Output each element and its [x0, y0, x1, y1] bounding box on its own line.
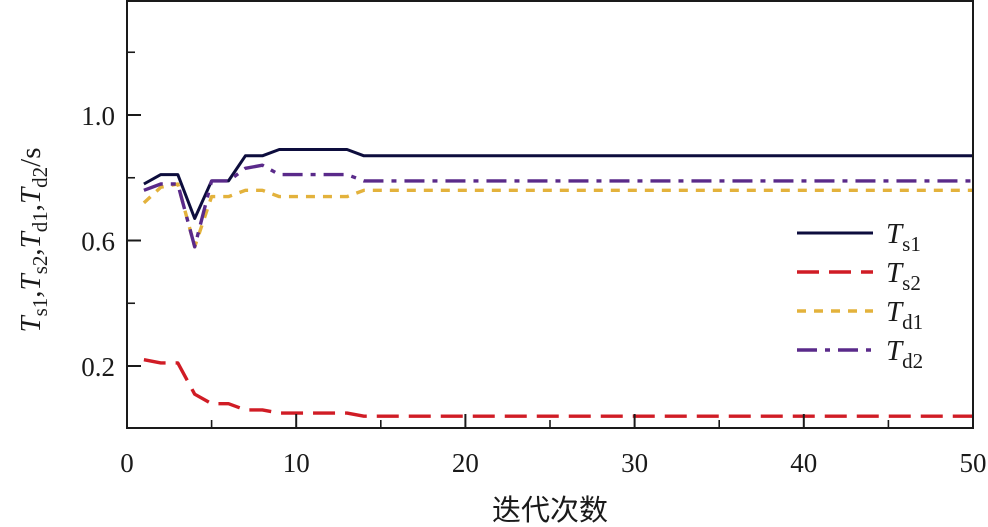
plot-frame — [126, 0, 974, 429]
y-tick-label: 0.2 — [81, 352, 115, 382]
x-tick-label: 40 — [790, 448, 817, 478]
y-axis: 0.2 0.6 1.0 — [81, 51, 141, 382]
legend-label: Ts2 — [886, 257, 921, 295]
legend-label: Ts1 — [886, 218, 921, 256]
legend-label: Td1 — [886, 296, 923, 334]
x-axis-title: 迭代次数 — [492, 494, 608, 527]
x-axis: 0 10 20 30 40 50 — [120, 414, 987, 478]
legend-item-td1: Td1 — [797, 296, 923, 334]
x-tick-label: 30 — [621, 448, 648, 478]
y-axis-title: Ts1,Ts2,Td1,Td2/s — [15, 147, 52, 332]
legend-item-ts2: Ts2 — [797, 257, 921, 295]
x-tick-label: 10 — [283, 448, 310, 478]
x-tick-label: 20 — [452, 448, 479, 478]
series-td1 — [142, 182, 973, 249]
x-tick-label: 0 — [120, 448, 134, 478]
series-td2 — [143, 163, 973, 249]
x-tick-label: 50 — [960, 448, 987, 478]
legend-label: Td2 — [886, 335, 923, 373]
series-ts2 — [143, 358, 973, 418]
series-layer — [142, 148, 973, 418]
y-tick-label: 1.0 — [81, 101, 115, 131]
series-ts1 — [143, 148, 973, 220]
legend-item-ts1: Ts1 — [797, 218, 921, 256]
y-tick-label: 0.6 — [81, 227, 115, 257]
legend-item-td2: Td2 — [797, 335, 923, 373]
